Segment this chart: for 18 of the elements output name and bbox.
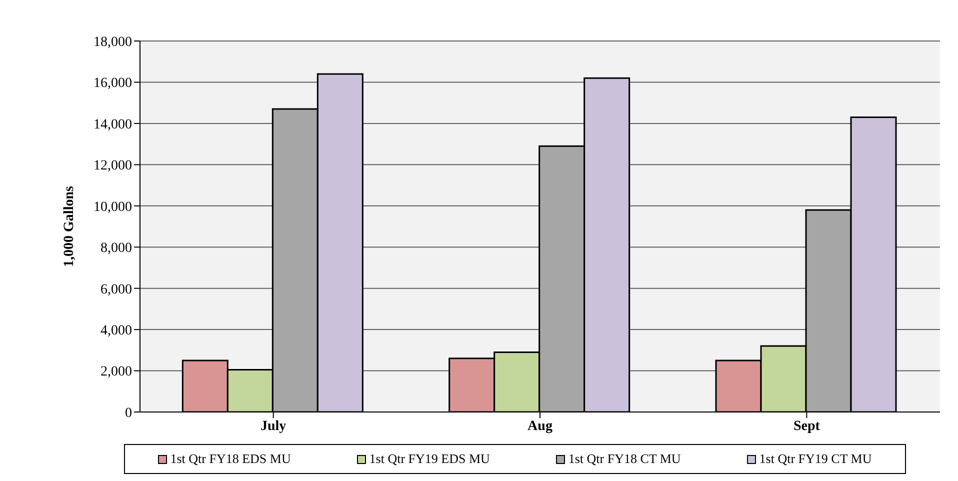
y-tick-label: 14,000 xyxy=(94,117,132,132)
y-tick-label: 0 xyxy=(125,406,132,421)
y-tick-label: 16,000 xyxy=(94,76,132,92)
y-tick-label: 18,000 xyxy=(94,34,132,50)
legend-label: 1st Qtr FY18 EDS MU xyxy=(169,451,291,467)
y-tick-label: 10,000 xyxy=(94,200,132,215)
y-axis-title: 1,000 Gallons xyxy=(62,186,77,267)
x-tick-label: July xyxy=(260,418,286,434)
legend-label: 1st Qtr FY19 CT MU xyxy=(758,451,872,467)
x-tick-label: Sept xyxy=(793,418,820,434)
legend-label: 1st Qtr FY18 CT MU xyxy=(567,451,681,467)
y-tick-label: 6,000 xyxy=(100,282,132,298)
y-tick-label: 8,000 xyxy=(100,241,132,256)
x-tick-label: Aug xyxy=(528,418,552,434)
y-tick-label: 12,000 xyxy=(94,158,132,174)
legend-label: 1st Qtr FY19 EDS MU xyxy=(368,451,490,467)
y-tick-label: 4,000 xyxy=(100,324,132,339)
y-tick-label: 2,000 xyxy=(100,364,132,380)
